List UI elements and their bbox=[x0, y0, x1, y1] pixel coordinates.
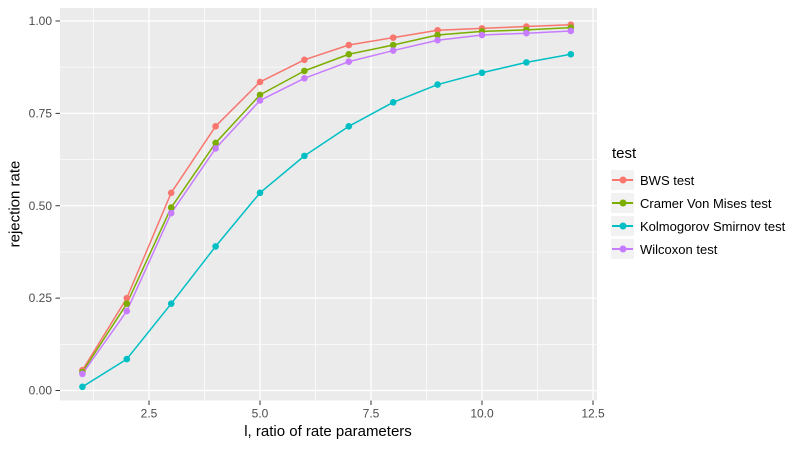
legend-item-kolmogorov-smirnov: Kolmogorov Smirnov test bbox=[611, 216, 785, 236]
x-tick-label: 5.0 bbox=[252, 407, 269, 421]
data-point bbox=[167, 209, 175, 217]
legend-label: Wilcoxon test bbox=[640, 241, 718, 257]
legend-item-wilcoxon: Wilcoxon test bbox=[611, 239, 785, 259]
data-point bbox=[389, 34, 397, 41]
axis-tick-marks bbox=[55, 20, 594, 405]
data-point bbox=[167, 189, 175, 197]
legend: test BWS test Cramer Von Mises test Kolm… bbox=[611, 145, 785, 262]
y-tick-label: 0.75 bbox=[29, 106, 53, 120]
x-tick-label: 12.5 bbox=[581, 407, 605, 421]
data-point bbox=[567, 27, 575, 35]
y-tick-label: 0.50 bbox=[29, 199, 53, 213]
data-point bbox=[301, 67, 308, 75]
data-point bbox=[123, 307, 131, 315]
data-point bbox=[301, 152, 308, 160]
data-point bbox=[523, 59, 530, 66]
data-point bbox=[345, 41, 353, 49]
data-point bbox=[212, 145, 219, 152]
data-point bbox=[345, 58, 353, 65]
data-point bbox=[212, 139, 219, 147]
legend-key-line-dot-icon bbox=[611, 239, 634, 259]
y-tick-label: 0.00 bbox=[29, 384, 53, 398]
series-line-bws-test bbox=[81, 23, 571, 371]
data-point bbox=[389, 47, 397, 54]
data-point bbox=[434, 36, 441, 44]
y-tick-label: 1.00 bbox=[29, 14, 53, 28]
data-point bbox=[256, 189, 264, 197]
data-point bbox=[167, 300, 175, 307]
data-point bbox=[79, 383, 86, 391]
data-point bbox=[212, 243, 219, 250]
legend-item-cramer-von-mises: Cramer Von Mises test bbox=[611, 193, 785, 213]
data-point bbox=[434, 26, 441, 34]
data-point bbox=[167, 204, 175, 211]
data-point bbox=[301, 74, 308, 82]
legend-key-line-dot-icon bbox=[611, 170, 634, 190]
data-point bbox=[567, 50, 575, 58]
data-point bbox=[256, 78, 264, 86]
x-axis-title: l, ratio of rate parameters bbox=[244, 423, 412, 440]
series-points-kolmogorov-smirnov-test bbox=[79, 50, 575, 391]
data-point bbox=[345, 50, 353, 58]
legend-label: BWS test bbox=[640, 172, 695, 188]
data-point bbox=[434, 31, 441, 39]
series-points-wilcoxon-test bbox=[79, 27, 575, 378]
legend-key-line-dot-icon bbox=[611, 193, 634, 213]
data-point bbox=[478, 31, 486, 39]
data-point bbox=[389, 98, 397, 106]
legend-item-bws: BWS test bbox=[611, 170, 785, 190]
legend-label: Kolmogorov Smirnov test bbox=[640, 218, 786, 234]
data-point bbox=[523, 29, 530, 37]
data-point bbox=[212, 123, 219, 130]
major-gridlines bbox=[60, 8, 597, 401]
data-point bbox=[256, 91, 264, 99]
data-point bbox=[389, 41, 397, 49]
y-axis-title: rejection rate bbox=[6, 160, 24, 248]
data-point bbox=[434, 81, 441, 88]
data-point bbox=[478, 69, 486, 77]
axis-tick-labels: 2.5 5.0 7.5 10.0 12.5 0.00 0.25 0.50 0.75 1.00 bbox=[29, 14, 605, 421]
data-point bbox=[123, 355, 131, 363]
data-point bbox=[123, 294, 131, 302]
data-point bbox=[123, 300, 131, 307]
data-point bbox=[345, 123, 353, 130]
data-point bbox=[256, 97, 264, 104]
series-line-cramer-von-mises-test bbox=[81, 26, 571, 373]
legend-label: Cramer Von Mises test bbox=[640, 195, 772, 211]
x-tick-label: 10.0 bbox=[470, 407, 494, 421]
legend-title: test bbox=[612, 145, 637, 162]
x-tick-label: 7.5 bbox=[363, 407, 380, 421]
series-line-kolmogorov-smirnov-test bbox=[82, 53, 571, 388]
series-line-wilcoxon-test bbox=[81, 30, 571, 375]
data-point bbox=[301, 56, 308, 64]
x-tick-label: 2.5 bbox=[141, 407, 158, 421]
legend-key-line-dot-icon bbox=[611, 216, 634, 236]
y-tick-label: 0.25 bbox=[29, 291, 53, 305]
data-point bbox=[79, 370, 86, 378]
